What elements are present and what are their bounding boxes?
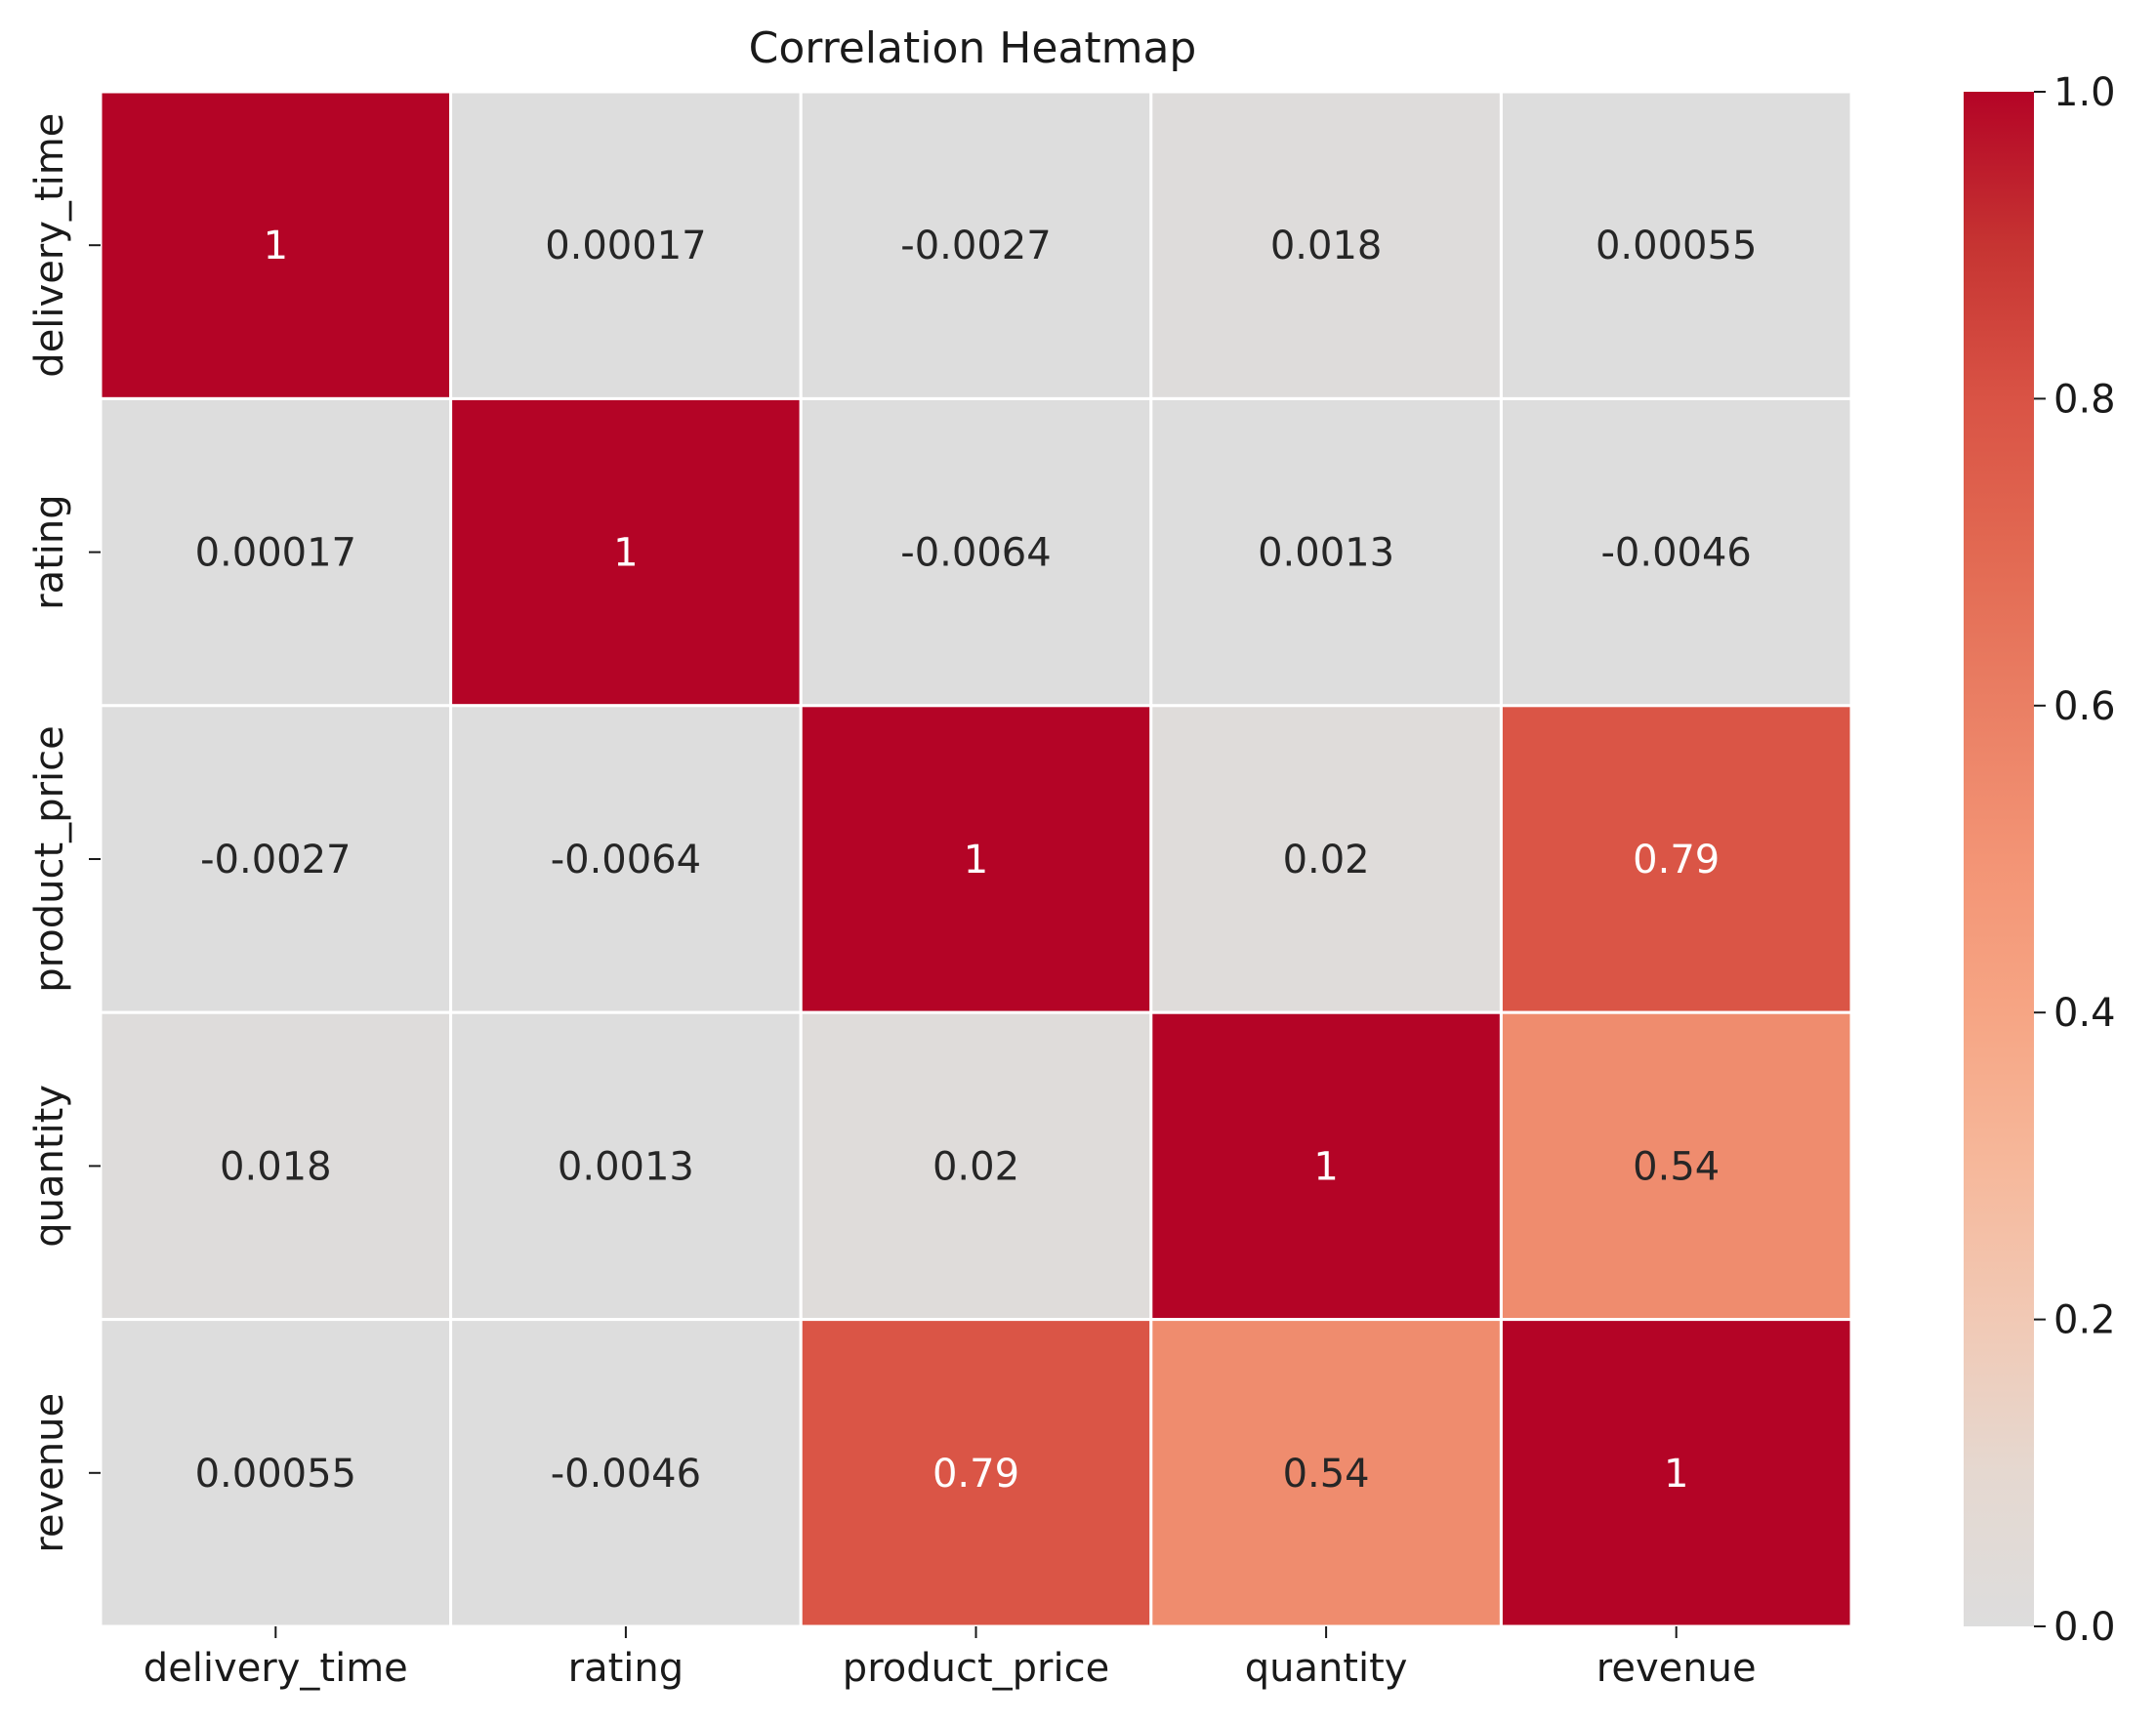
heatmap-cell bbox=[1149, 1318, 1503, 1628]
cell-value-label: 0.00055 bbox=[195, 1452, 356, 1497]
y-tick-label: product_price bbox=[27, 725, 72, 992]
cell-value-label: 0.00017 bbox=[195, 531, 356, 576]
cell-value-label: 0.79 bbox=[933, 1452, 1019, 1497]
colorbar-tick-label: 0.4 bbox=[2053, 991, 2116, 1036]
heatmap-cell bbox=[1149, 704, 1503, 1014]
colorbar-tick-label: 0.6 bbox=[2053, 684, 2116, 729]
cell-value-label: 0.00055 bbox=[1596, 224, 1757, 268]
cell-value-label: 0.00017 bbox=[545, 224, 706, 268]
heatmap-cell bbox=[99, 1010, 453, 1322]
x-tick-label: quantity bbox=[1245, 1646, 1408, 1691]
heatmap-cell bbox=[799, 1318, 1153, 1628]
cell-value-label: -0.0064 bbox=[900, 531, 1051, 576]
x-tick-label: rating bbox=[568, 1646, 684, 1691]
heatmap-cell bbox=[449, 90, 803, 400]
heatmap-cell bbox=[449, 396, 803, 708]
x-tick-label: product_price bbox=[843, 1646, 1109, 1691]
y-tick-label: rating bbox=[27, 494, 72, 610]
heatmap-cell bbox=[799, 90, 1153, 400]
heatmap-cell bbox=[449, 1318, 803, 1628]
colorbar: 0.0 0.2 0.4 0.6 0.8 1.0 bbox=[1964, 70, 2116, 1650]
heatmap-cell bbox=[1499, 1010, 1853, 1322]
x-axis: delivery_time rating product_price quantity… bbox=[144, 1626, 1757, 1691]
colorbar-tick-label: 1.0 bbox=[2053, 70, 2116, 115]
colorbar-tick-label: 0.2 bbox=[2053, 1298, 2116, 1343]
colorbar-tick-label: 0.8 bbox=[2053, 377, 2116, 422]
y-tick-label: delivery_time bbox=[27, 113, 72, 378]
cell-value-label: 1 bbox=[1664, 1452, 1688, 1497]
heatmap-cell bbox=[799, 1010, 1153, 1322]
heatmap-cell bbox=[1149, 90, 1503, 400]
heatmap-cell bbox=[1499, 1318, 1853, 1628]
cell-value-label: 1 bbox=[964, 838, 988, 883]
cell-value-label: 0.02 bbox=[1283, 838, 1370, 883]
heatmap-cell bbox=[799, 396, 1153, 708]
heatmap-cell bbox=[799, 704, 1153, 1014]
heatmap-cell bbox=[1499, 396, 1853, 708]
heatmap-cell bbox=[449, 1010, 803, 1322]
colorbar-tick-label: 0.0 bbox=[2053, 1605, 2116, 1650]
cell-value-label: -0.0027 bbox=[200, 838, 351, 883]
heatmap-cell bbox=[99, 1318, 453, 1628]
x-tick-label: delivery_time bbox=[144, 1646, 408, 1691]
cell-value-label: -0.0046 bbox=[551, 1452, 701, 1497]
heatmap-cell bbox=[1499, 704, 1853, 1014]
cell-value-label: 1 bbox=[613, 531, 638, 576]
heatmap-annotations: 1 0.00017 -0.0027 0.018 0.00055 0.00017 1 -0.00… bbox=[195, 224, 1758, 1497]
cell-value-label: 0.018 bbox=[220, 1144, 332, 1189]
y-tick-label: revenue bbox=[27, 1393, 72, 1553]
chart-title: Correlation Heatmap bbox=[749, 23, 1197, 73]
heatmap-cells bbox=[99, 90, 1853, 1628]
heatmap-cell bbox=[1149, 1010, 1503, 1322]
cell-value-label: -0.0046 bbox=[1600, 531, 1751, 576]
cell-value-label: 0.0013 bbox=[558, 1144, 694, 1189]
cell-value-label: 0.79 bbox=[1633, 838, 1720, 883]
cell-value-label: -0.0064 bbox=[551, 838, 701, 883]
cell-value-label: 1 bbox=[1313, 1144, 1338, 1189]
heatmap-cell bbox=[99, 90, 453, 400]
y-tick-label: quantity bbox=[27, 1085, 72, 1248]
colorbar-gradient bbox=[1964, 92, 2034, 1626]
cell-value-label: 0.54 bbox=[1633, 1144, 1720, 1189]
heatmap-cell bbox=[1149, 396, 1503, 708]
heatmap-cell bbox=[449, 704, 803, 1014]
cell-value-label: 0.02 bbox=[933, 1144, 1019, 1189]
x-tick-label: revenue bbox=[1596, 1646, 1757, 1691]
cell-value-label: 0.0013 bbox=[1258, 531, 1394, 576]
cell-value-label: 0.018 bbox=[1270, 224, 1383, 268]
cell-value-label: -0.0027 bbox=[900, 224, 1051, 268]
cell-value-label: 0.54 bbox=[1283, 1452, 1370, 1497]
cell-value-label: 1 bbox=[264, 224, 288, 268]
